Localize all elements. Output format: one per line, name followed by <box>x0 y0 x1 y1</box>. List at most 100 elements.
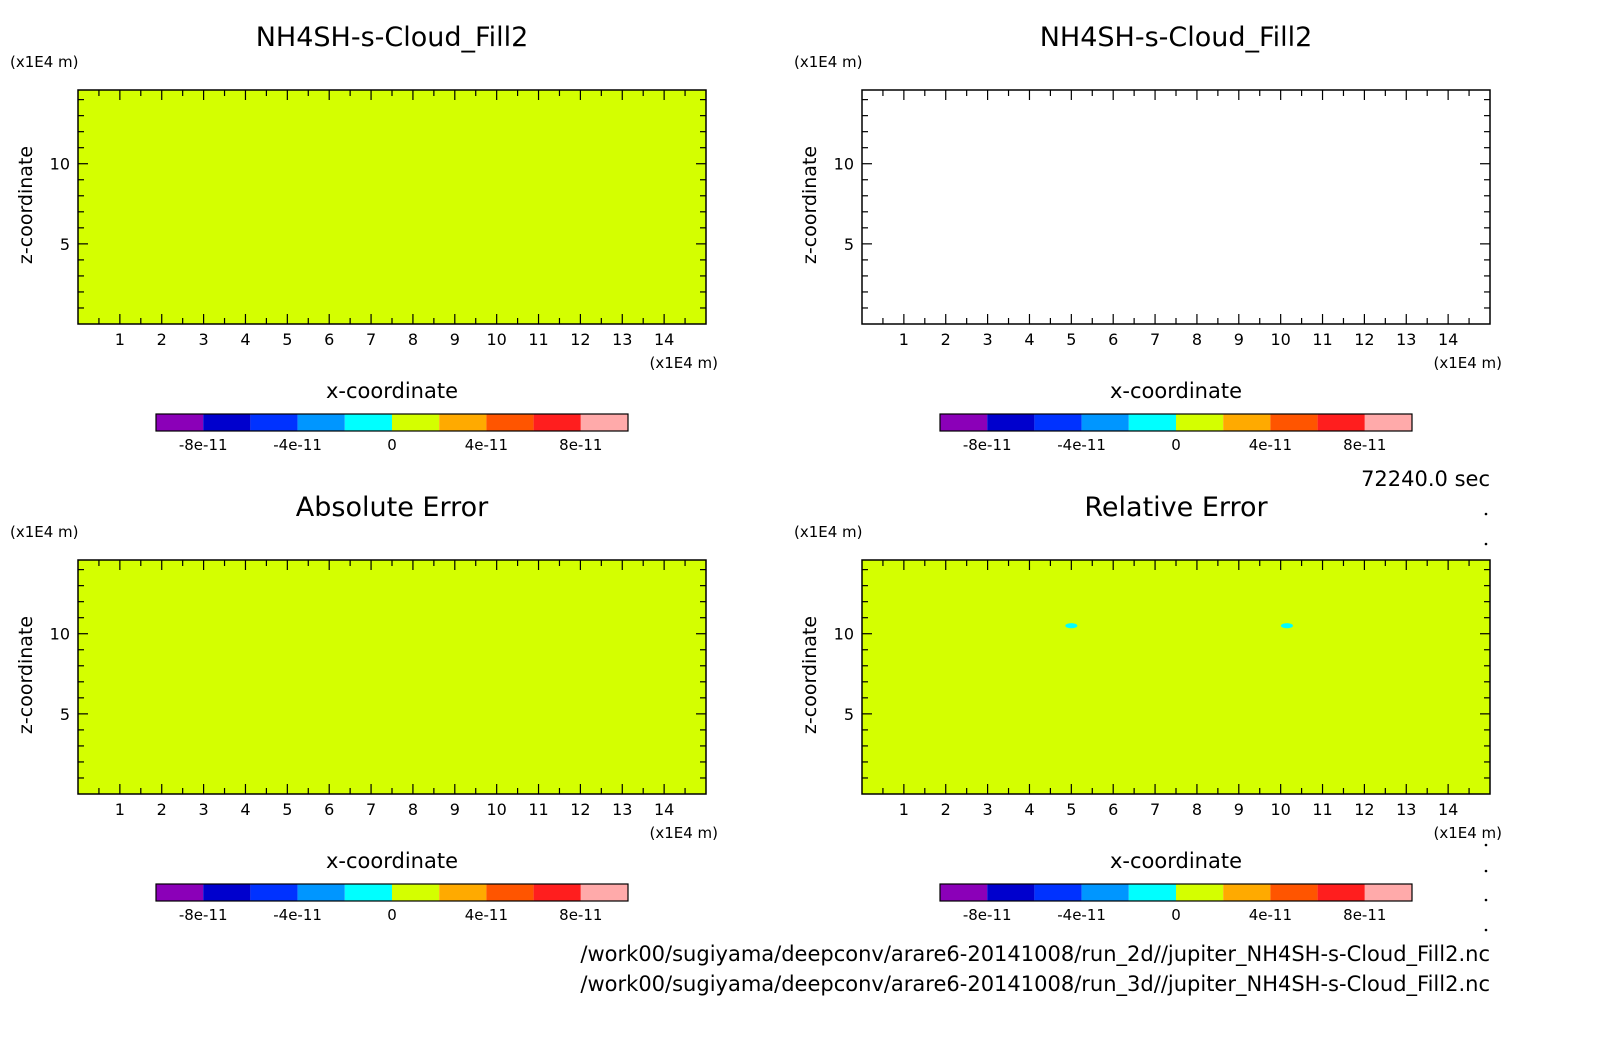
y-unit-label: (x1E4 m) <box>10 53 79 71</box>
x-tick-label: 11 <box>528 330 548 349</box>
colorbar-segment <box>344 884 392 901</box>
x-tick-label: 2 <box>157 330 167 349</box>
colorbar-segment <box>533 884 581 901</box>
colorbar-segment <box>1364 414 1412 431</box>
x-tick-label: 4 <box>1024 330 1034 349</box>
colorbar-tick-label: 4e-11 <box>465 436 508 454</box>
x-tick-label: 12 <box>570 800 590 819</box>
colorbar-segment <box>1128 884 1176 901</box>
colorbar-tick-label: 4e-11 <box>465 906 508 924</box>
colorbar-segment <box>1176 414 1224 431</box>
y-unit-label: (x1E4 m) <box>10 523 79 541</box>
colorbar-segment <box>1128 414 1176 431</box>
x-tick-label: 9 <box>450 330 460 349</box>
x-tick-label: 11 <box>1312 800 1332 819</box>
colorbar-tick-label: 0 <box>1171 436 1181 454</box>
colorbar-segment <box>1034 884 1082 901</box>
colorbar-tick-label: 8e-11 <box>1343 906 1386 924</box>
x-tick-label: 1 <box>115 330 125 349</box>
colorbar-frame <box>939 883 1413 902</box>
colorbar-segment <box>297 414 345 431</box>
colorbar-tick-label: -8e-11 <box>179 906 228 924</box>
colorbar-segment <box>987 884 1035 901</box>
x-tick-label: 3 <box>983 800 993 819</box>
colorbar-frame <box>155 413 629 432</box>
colorbar-tick-label: -8e-11 <box>963 906 1012 924</box>
x-tick-label: 12 <box>570 330 590 349</box>
colorbar-segment <box>1034 414 1082 431</box>
colorbar-segment <box>1317 414 1365 431</box>
y-tick-label: 5 <box>844 235 854 254</box>
colorbar-segment <box>344 414 392 431</box>
x-tick-label: 8 <box>1192 800 1202 819</box>
y-axis-label: z-coordinate <box>799 616 821 734</box>
field-fill <box>862 560 1490 794</box>
x-axis-label: x-coordinate <box>1110 849 1242 873</box>
x-tick-label: 1 <box>115 800 125 819</box>
x-unit-label: (x1E4 m) <box>649 824 718 842</box>
x-unit-label: (x1E4 m) <box>1433 824 1502 842</box>
field-fill <box>78 560 706 794</box>
colorbar-segment <box>156 414 204 431</box>
x-tick-label: 6 <box>1108 800 1118 819</box>
x-tick-label: 10 <box>1270 800 1290 819</box>
x-tick-label: 8 <box>1192 330 1202 349</box>
colorbar-segment <box>439 414 487 431</box>
colorbar-tick-label: -8e-11 <box>179 436 228 454</box>
colorbar-segment <box>250 414 298 431</box>
colorbar-tick-label: 8e-11 <box>1343 436 1386 454</box>
colorbar-tick-label: 0 <box>1171 906 1181 924</box>
x-tick-label: 8 <box>408 800 418 819</box>
x-tick-label: 11 <box>528 800 548 819</box>
colorbar-tick-label: 0 <box>387 906 397 924</box>
time-label: 72240.0 sec <box>1361 467 1490 491</box>
x-unit-label: (x1E4 m) <box>1433 354 1502 372</box>
colorbar-segment <box>250 884 298 901</box>
x-tick-label: 2 <box>941 800 951 819</box>
file-path-2d: /work00/sugiyama/deepconv/arare6-2014100… <box>580 942 1490 967</box>
x-tick-label: 7 <box>366 800 376 819</box>
x-tick-label: 5 <box>1066 330 1076 349</box>
colorbar-tick-label: 0 <box>387 436 397 454</box>
colorbar-tick-label: -4e-11 <box>273 436 322 454</box>
colorbar-segment <box>1317 884 1365 901</box>
x-tick-label: 5 <box>282 330 292 349</box>
x-tick-label: 8 <box>408 330 418 349</box>
colorbar-tick-label: 4e-11 <box>1249 906 1292 924</box>
field-fill <box>78 90 706 324</box>
x-tick-label: 4 <box>240 330 250 349</box>
colorbar-segment <box>1081 884 1129 901</box>
x-tick-label: 12 <box>1354 800 1374 819</box>
colorbar-segment <box>987 414 1035 431</box>
x-tick-label: 14 <box>1438 330 1458 349</box>
x-tick-label: 5 <box>1066 800 1076 819</box>
x-tick-label: 5 <box>282 800 292 819</box>
colorbar-frame <box>939 413 1413 432</box>
y-tick-label: 10 <box>834 625 854 644</box>
margin-dot <box>1484 512 1488 516</box>
y-tick-label: 10 <box>834 155 854 174</box>
x-tick-label: 13 <box>612 330 632 349</box>
colorbar-segment <box>486 414 534 431</box>
x-tick-label: 9 <box>450 800 460 819</box>
margin-dot <box>1484 898 1488 902</box>
colorbar-segment <box>1270 414 1318 431</box>
x-tick-label: 13 <box>1396 330 1416 349</box>
x-tick-label: 3 <box>199 800 209 819</box>
x-tick-label: 14 <box>654 330 674 349</box>
margin-dot <box>1484 843 1488 847</box>
anomaly-patch <box>1065 623 1078 629</box>
x-axis-label: x-coordinate <box>326 849 458 873</box>
x-tick-label: 7 <box>1150 800 1160 819</box>
x-tick-label: 3 <box>199 330 209 349</box>
colorbar-segment <box>1223 884 1271 901</box>
colorbar-segment <box>1364 884 1412 901</box>
x-tick-label: 4 <box>240 800 250 819</box>
anomaly-patch <box>1280 623 1293 629</box>
y-unit-label: (x1E4 m) <box>794 523 863 541</box>
colorbar-segment <box>392 884 440 901</box>
colorbar-segment <box>940 884 988 901</box>
